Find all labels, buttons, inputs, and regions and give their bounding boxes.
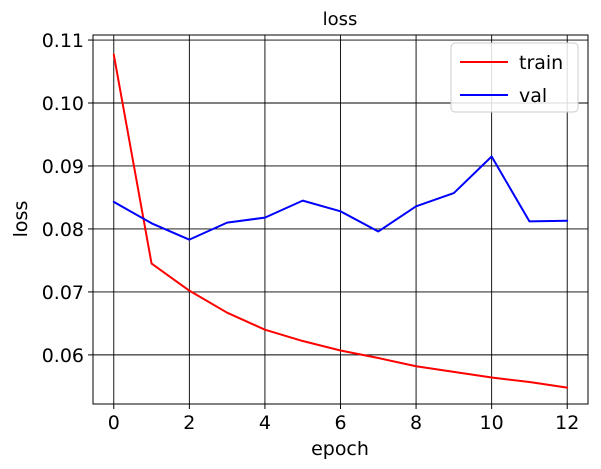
chart-title: loss [323, 9, 358, 30]
x-tick-label: 8 [410, 412, 422, 434]
legend-label-val: val [519, 85, 547, 107]
series-layer [112, 53, 569, 389]
y-axis: 0.06 0.07 0.08 0.09 0.10 0.11 [42, 30, 93, 367]
y-tick-label: 0.06 [42, 345, 84, 367]
y-tick-label: 0.08 [42, 219, 84, 241]
y-axis-label: loss [10, 201, 32, 238]
x-axis: 0 2 4 6 8 10 12 [108, 404, 579, 434]
x-tick-label: 10 [480, 412, 504, 434]
x-tick-label: 12 [555, 412, 579, 434]
y-tick-label: 0.11 [42, 30, 84, 52]
x-tick-label: 2 [183, 412, 195, 434]
x-tick-label: 6 [334, 412, 346, 434]
x-tick-label: 4 [259, 412, 271, 434]
x-tick-label: 0 [108, 412, 120, 434]
y-tick-label: 0.09 [42, 156, 84, 178]
legend-label-train: train [519, 52, 563, 74]
series-line-train [112, 53, 569, 389]
y-tick-label: 0.10 [42, 93, 84, 115]
series-line-val [112, 155, 569, 241]
y-tick-label: 0.07 [42, 282, 84, 304]
x-axis-label: epoch [311, 438, 369, 460]
legend: train val [450, 42, 579, 113]
